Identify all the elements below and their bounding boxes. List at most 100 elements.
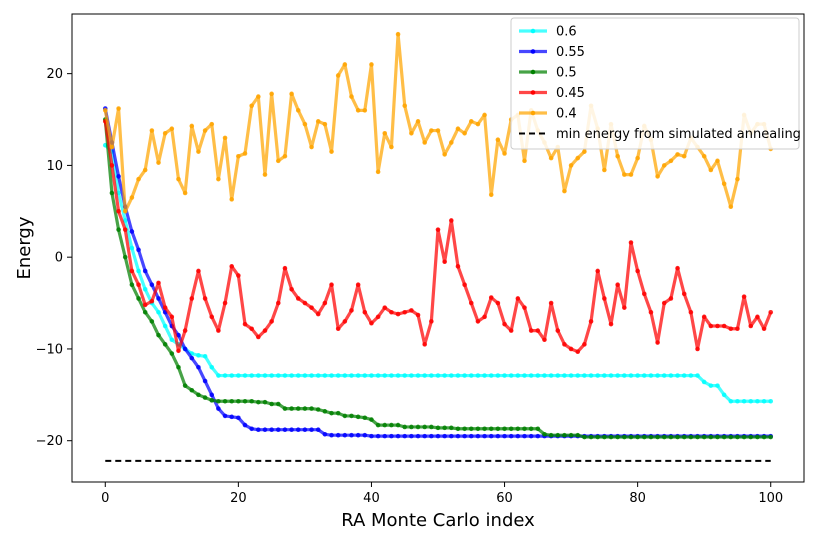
data-point [122,227,128,232]
data-point [335,326,341,332]
data-point [329,410,334,416]
data-point [535,373,541,378]
data-point [322,373,328,378]
data-point [721,434,727,440]
data-point [681,291,687,297]
data-point [562,188,567,194]
data-point [409,433,414,439]
data-point [322,300,328,306]
y-tick-label: 20 [46,67,63,82]
legend-item: 0.5 [519,66,577,81]
data-point [608,373,614,378]
data-point [522,426,527,432]
data-point [402,433,408,439]
data-point [555,432,561,438]
data-point [475,319,481,324]
data-point [635,373,640,378]
data-point [335,432,341,438]
data-point [468,433,474,439]
data-point [415,373,421,378]
data-point [196,364,201,370]
data-point [508,373,514,378]
data-point [209,364,215,370]
data-point [482,433,487,439]
data-point [535,433,541,439]
legend-item: min energy from simulated annealing [519,127,801,142]
data-point [515,433,521,439]
data-point [342,413,348,419]
data-point [355,373,361,378]
data-point [395,422,401,428]
data-point [488,426,494,432]
data-point [389,144,394,150]
data-point [122,218,128,223]
data-point [315,311,321,317]
data-point [102,108,108,113]
data-point [588,373,594,378]
data-point [302,427,308,432]
data-point [189,296,195,301]
x-tick-label: 40 [363,491,380,506]
legend-marker [530,28,536,34]
data-point [262,328,268,333]
data-point [462,373,467,378]
data-point [495,433,501,439]
legend-label: 0.6 [556,25,577,40]
x-tick-label: 60 [496,491,513,506]
legend-label: 0.5 [556,66,577,81]
data-point [182,383,188,388]
data-point [136,247,141,253]
data-point [315,373,321,378]
data-point [475,433,481,439]
legend-marker [530,49,536,54]
data-point [242,321,248,327]
data-point [295,373,301,378]
data-point [708,167,714,173]
data-point [109,144,115,150]
data-point [369,433,374,439]
data-point [449,373,454,378]
data-point [595,268,601,274]
data-point [209,314,215,320]
data-point [442,152,447,157]
data-point [129,282,135,288]
data-point [289,91,294,97]
data-point [182,346,188,352]
data-point [708,383,714,388]
data-point [229,414,235,420]
data-point [608,321,614,327]
data-point [542,337,547,343]
data-point [216,398,221,404]
data-point [495,300,501,306]
data-point [335,373,341,378]
data-point [462,130,467,136]
series-0-45 [102,119,774,354]
data-point [216,176,221,182]
x-ticks: 0 20 40 60 80 100 [101,482,783,506]
data-point [575,349,581,354]
series-layer [102,31,774,462]
data-point [422,342,427,347]
data-point [635,268,640,274]
data-point [442,259,447,265]
data-point [462,433,467,439]
data-point [196,268,201,274]
data-point [382,130,388,136]
data-point [242,373,248,378]
data-point [495,373,501,378]
legend-marker [530,110,536,116]
data-point [162,305,168,310]
data-point [628,240,634,245]
data-point [475,373,481,378]
data-point [728,204,734,210]
data-point [116,227,121,232]
data-point [209,398,215,403]
data-point [435,128,441,133]
data-point [329,432,334,438]
data-point [468,426,474,432]
data-point [269,427,274,432]
data-point [156,280,161,286]
data-point [622,172,627,177]
data-point [129,195,135,200]
data-point [355,432,361,438]
